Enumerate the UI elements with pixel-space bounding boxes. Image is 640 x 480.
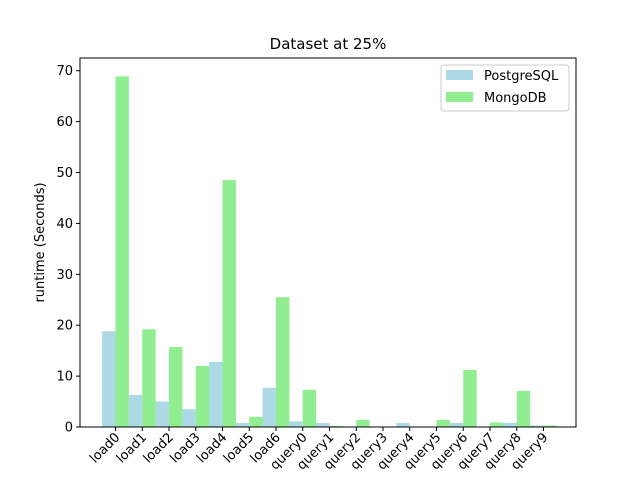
bar-mongodb-load2 bbox=[169, 347, 183, 427]
bar-mongodb-query8 bbox=[516, 390, 531, 427]
bar-postgresql-load6 bbox=[262, 387, 276, 427]
bar-postgresql-load1 bbox=[128, 394, 143, 427]
x-axis: load0load1load2load3load4load5load6query… bbox=[87, 427, 551, 473]
y-axis: 0 10 20 30 40 50 60 70 bbox=[56, 64, 80, 436]
bar-mongodb-query0 bbox=[302, 389, 317, 427]
y-tick-label: 0 bbox=[65, 421, 73, 436]
bar-postgresql-load4 bbox=[209, 361, 223, 427]
bar-postgresql-query4 bbox=[396, 422, 410, 427]
y-tick-label: 40 bbox=[56, 217, 73, 232]
y-tick-label: 50 bbox=[56, 166, 73, 181]
legend-label-postgresql: PostgreSQL bbox=[484, 69, 559, 84]
y-tick-label: 30 bbox=[56, 268, 73, 283]
bar-mongodb-load3 bbox=[195, 365, 210, 427]
bar-mongodb-load5 bbox=[249, 416, 263, 427]
legend-swatch-mongodb bbox=[446, 92, 473, 102]
bar-postgresql-load3 bbox=[182, 409, 196, 427]
bar-postgresql-query9 bbox=[530, 425, 544, 427]
bar-mongodb-query5 bbox=[436, 419, 450, 427]
bar-postgresql-load0 bbox=[102, 331, 116, 427]
bar-mongodb-query6 bbox=[463, 370, 477, 427]
chart-title: Dataset at 25% bbox=[270, 35, 387, 53]
y-axis-label: runtime (Seconds) bbox=[33, 182, 48, 302]
bar-mongodb-query2 bbox=[356, 419, 370, 427]
legend: PostgreSQL MongoDB bbox=[440, 64, 570, 112]
bar-mongodb-query7 bbox=[490, 422, 504, 427]
bar-postgresql-query0 bbox=[289, 421, 303, 427]
bar-postgresql-query8 bbox=[503, 422, 517, 427]
legend-swatch-postgresql bbox=[446, 70, 473, 80]
bar-mongodb-query1 bbox=[329, 425, 343, 427]
y-tick-label: 10 bbox=[56, 370, 73, 385]
plot-frame bbox=[79, 57, 577, 428]
bars-group bbox=[102, 76, 557, 427]
bar-postgresql-load5 bbox=[235, 422, 250, 427]
legend-label-mongodb: MongoDB bbox=[484, 91, 547, 106]
bar-mongodb-load4 bbox=[222, 180, 236, 427]
y-tick-label: 60 bbox=[56, 115, 73, 130]
bar-mongodb-load1 bbox=[142, 329, 156, 427]
y-tick-label: 20 bbox=[56, 319, 73, 334]
bar-mongodb-load0 bbox=[115, 76, 129, 427]
bar-mongodb-query9 bbox=[543, 425, 557, 427]
bar-postgresql-query1 bbox=[316, 422, 330, 427]
bar-postgresql-query6 bbox=[449, 422, 464, 427]
bar-postgresql-load2 bbox=[155, 401, 169, 427]
y-tick-label: 70 bbox=[56, 64, 73, 79]
bar-mongodb-load6 bbox=[276, 297, 290, 427]
